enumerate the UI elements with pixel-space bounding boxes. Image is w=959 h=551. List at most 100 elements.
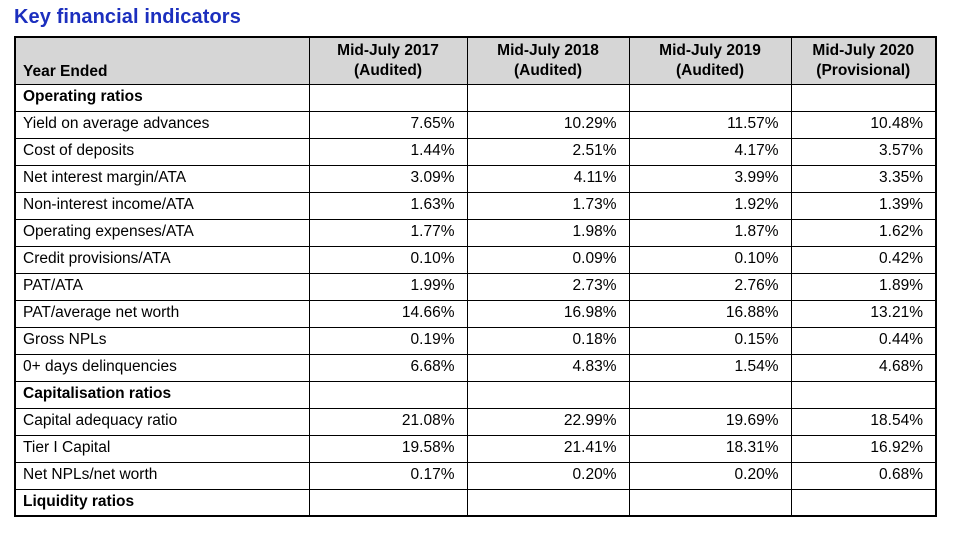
row-label: Operating ratios xyxy=(14,83,310,112)
cell-value: 4.83% xyxy=(466,353,630,382)
row-label: Liquidity ratios xyxy=(14,488,310,517)
cell-value: 16.88% xyxy=(628,299,792,328)
cell-value xyxy=(466,380,630,409)
cell-value xyxy=(628,83,792,112)
row-label: Cost of deposits xyxy=(14,137,310,166)
table-row-credit-provisions-ata: Credit provisions/ATA 0.10% 0.09% 0.10% … xyxy=(14,245,937,274)
row-label: Capital adequacy ratio xyxy=(14,407,310,436)
table-row-pat-ata: PAT/ATA 1.99% 2.73% 2.76% 1.89% xyxy=(14,272,937,301)
cell-value: 3.09% xyxy=(308,164,468,193)
cell-value: 1.44% xyxy=(308,137,468,166)
row-label: Net NPLs/net worth xyxy=(14,461,310,490)
column-header-2020-status: (Provisional) xyxy=(816,61,911,79)
cell-value: 2.51% xyxy=(466,137,630,166)
cell-value: 22.99% xyxy=(466,407,630,436)
cell-value: 0.09% xyxy=(466,245,630,274)
column-header-2019-year: Mid-July 2019 xyxy=(659,41,761,59)
cell-value: 0.20% xyxy=(628,461,792,490)
column-header-2017-status: (Audited) xyxy=(353,61,422,79)
cell-value xyxy=(308,488,468,517)
column-header-2017: Mid-July 2017 (Audited) xyxy=(308,36,468,85)
table-row-net-interest-margin-ata: Net interest margin/ATA 3.09% 4.11% 3.99… xyxy=(14,164,937,193)
table-header-row: Year Ended Mid-July 2017 (Audited) Mid-J… xyxy=(14,36,937,85)
cell-value: 21.41% xyxy=(466,434,630,463)
cell-value: 0.18% xyxy=(466,326,630,355)
table-row-non-interest-income-ata: Non-interest income/ATA 1.63% 1.73% 1.92… xyxy=(14,191,937,220)
cell-value xyxy=(790,380,937,409)
cell-value: 19.58% xyxy=(308,434,468,463)
row-label: PAT/average net worth xyxy=(14,299,310,328)
row-label: 0+ days delinquencies xyxy=(14,353,310,382)
cell-value: 16.92% xyxy=(790,434,937,463)
cell-value xyxy=(308,83,468,112)
row-label: Yield on average advances xyxy=(14,110,310,139)
cell-value: 0.44% xyxy=(790,326,937,355)
cell-value: 1.89% xyxy=(790,272,937,301)
cell-value xyxy=(628,488,792,517)
column-header-year-ended: Year Ended xyxy=(14,36,310,85)
table-row-gross-npls: Gross NPLs 0.19% 0.18% 0.15% 0.44% xyxy=(14,326,937,355)
cell-value: 6.68% xyxy=(308,353,468,382)
column-header-2018: Mid-July 2018 (Audited) xyxy=(466,36,630,85)
cell-value: 1.54% xyxy=(628,353,792,382)
column-header-2020-year: Mid-July 2020 xyxy=(812,41,915,59)
cell-value: 10.29% xyxy=(466,110,630,139)
cell-value: 1.98% xyxy=(466,218,630,247)
cell-value: 3.35% xyxy=(790,164,937,193)
table-row-yield-on-average-advances: Yield on average advances 7.65% 10.29% 1… xyxy=(14,110,937,139)
cell-value: 1.39% xyxy=(790,191,937,220)
cell-value: 1.99% xyxy=(308,272,468,301)
row-label: Tier I Capital xyxy=(14,434,310,463)
cell-value: 1.62% xyxy=(790,218,937,247)
cell-value: 21.08% xyxy=(308,407,468,436)
cell-value xyxy=(308,380,468,409)
table-row-cost-of-deposits: Cost of deposits 1.44% 2.51% 4.17% 3.57% xyxy=(14,137,937,166)
column-header-2018-status: (Audited) xyxy=(513,61,582,79)
cell-value: 4.17% xyxy=(628,137,792,166)
cell-value: 3.57% xyxy=(790,137,937,166)
cell-value: 13.21% xyxy=(790,299,937,328)
cell-value: 4.11% xyxy=(466,164,630,193)
column-header-2019-status: (Audited) xyxy=(675,61,744,79)
table-row-capital-adequacy-ratio: Capital adequacy ratio 21.08% 22.99% 19.… xyxy=(14,407,937,436)
row-label: Operating expenses/ATA xyxy=(14,218,310,247)
cell-value: 2.76% xyxy=(628,272,792,301)
cell-value: 4.68% xyxy=(790,353,937,382)
table-row-net-npls-net-worth: Net NPLs/net worth 0.17% 0.20% 0.20% 0.6… xyxy=(14,461,937,490)
cell-value: 0.19% xyxy=(308,326,468,355)
cell-value: 11.57% xyxy=(628,110,792,139)
table-row-pat-average-net-worth: PAT/average net worth 14.66% 16.98% 16.8… xyxy=(14,299,937,328)
cell-value: 1.92% xyxy=(628,191,792,220)
cell-value: 7.65% xyxy=(308,110,468,139)
cell-value xyxy=(790,488,937,517)
cell-value xyxy=(466,488,630,517)
row-label: Net interest margin/ATA xyxy=(14,164,310,193)
column-header-2017-year: Mid-July 2017 xyxy=(337,41,439,59)
cell-value xyxy=(466,83,630,112)
table-row-tier-i-capital: Tier I Capital 19.58% 21.41% 18.31% 16.9… xyxy=(14,434,937,463)
cell-value: 19.69% xyxy=(628,407,792,436)
row-label: Gross NPLs xyxy=(14,326,310,355)
cell-value: 1.87% xyxy=(628,218,792,247)
page-title: Key financial indicators xyxy=(14,6,241,28)
section-row-capitalisation-ratios: Capitalisation ratios xyxy=(14,380,937,409)
cell-value: 1.63% xyxy=(308,191,468,220)
table-row-0-plus-days-delinquencies: 0+ days delinquencies 6.68% 4.83% 1.54% … xyxy=(14,353,937,382)
section-row-liquidity-ratios: Liquidity ratios xyxy=(14,488,937,517)
column-header-2020: Mid-July 2020 (Provisional) xyxy=(790,36,937,85)
cell-value: 0.17% xyxy=(308,461,468,490)
row-label: Capitalisation ratios xyxy=(14,380,310,409)
cell-value xyxy=(790,83,937,112)
row-label: Credit provisions/ATA xyxy=(14,245,310,274)
cell-value: 3.99% xyxy=(628,164,792,193)
cell-value: 0.10% xyxy=(308,245,468,274)
cell-value: 16.98% xyxy=(466,299,630,328)
column-header-2019: Mid-July 2019 (Audited) xyxy=(628,36,792,85)
row-label: PAT/ATA xyxy=(14,272,310,301)
column-header-2018-year: Mid-July 2018 xyxy=(497,41,599,59)
cell-value: 0.68% xyxy=(790,461,937,490)
row-label: Non-interest income/ATA xyxy=(14,191,310,220)
financial-indicators-table: Year Ended Mid-July 2017 (Audited) Mid-J… xyxy=(14,36,937,517)
cell-value: 0.42% xyxy=(790,245,937,274)
cell-value: 0.20% xyxy=(466,461,630,490)
